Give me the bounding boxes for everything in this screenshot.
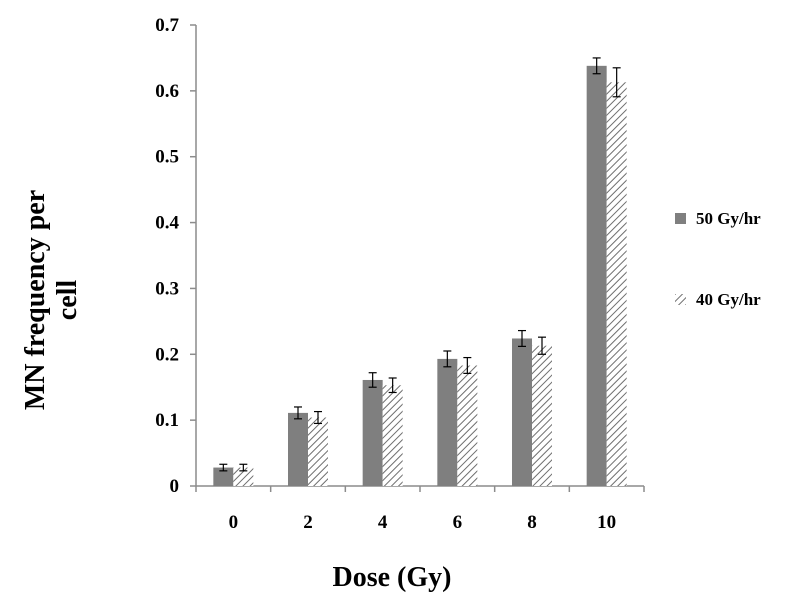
bar-series-1-dose-2 [288,412,308,486]
x-tick-label: 0 [229,512,239,533]
bar-series-1-dose-10 [586,65,607,487]
error-bar [518,329,526,347]
x-tick-label: 8 [527,512,537,533]
legend: 50 Gy/hr 40 Gy/hr [675,209,761,309]
x-tick-label: 10 [597,512,616,533]
error-bar [219,463,228,472]
y-tick-label: 0.7 [155,15,179,36]
x-tick-label: 6 [453,512,463,533]
y-axis-title: MN frequency per cell [20,190,83,410]
error-bar [388,377,397,394]
x-axis-ticks: 0 2 4 6 8 10 [195,486,645,533]
bar-series-2-dose-4 [382,385,403,486]
legend-swatch-hatched [675,294,686,305]
bar-series-1-dose-8 [512,338,532,486]
error-bar [443,350,452,368]
error-bar [612,67,621,98]
y-tick-label: 0 [170,476,180,497]
error-bar [239,463,248,472]
bar-series-1-dose-4 [362,379,383,486]
legend-label-series-2: 40 Gy/hr [696,290,761,309]
error-bar [538,336,546,355]
bar-series-1-dose-0 [213,467,234,486]
bars-group [213,65,627,487]
y-axis-title-line-2: cell [52,280,83,321]
y-tick-label: 0.4 [155,213,179,234]
y-tick-label: 0.5 [155,147,179,168]
bar-series-2-dose-10 [606,82,627,486]
legend-swatch-solid [675,213,686,224]
bar-series-2-dose-0 [233,467,254,486]
error-bar [592,57,601,75]
y-axis-title-line-1: MN frequency per [20,190,51,410]
x-axis-title: Dose (Gy) [333,562,452,593]
error-bar [294,406,302,420]
legend-label-series-1: 50 Gy/hr [696,209,761,228]
bar-series-2-dose-6 [457,365,478,486]
error-bar [368,372,377,388]
error-bars-group [219,57,621,472]
bar-series-2-dose-8 [532,345,552,486]
y-axis-ticks: 0 0.1 0.2 0.3 0.4 0.5 0.6 0.7 [155,15,196,497]
error-bar [463,356,472,374]
x-tick-label: 4 [378,512,388,533]
x-tick-label: 2 [303,512,313,533]
error-bar [314,410,322,425]
bar-series-1-dose-6 [437,358,458,486]
y-tick-label: 0.3 [155,278,179,299]
y-tick-label: 0.1 [155,410,179,431]
y-tick-label: 0.2 [155,344,179,365]
bar-series-2-dose-2 [308,417,328,486]
y-tick-label: 0.6 [155,81,179,102]
